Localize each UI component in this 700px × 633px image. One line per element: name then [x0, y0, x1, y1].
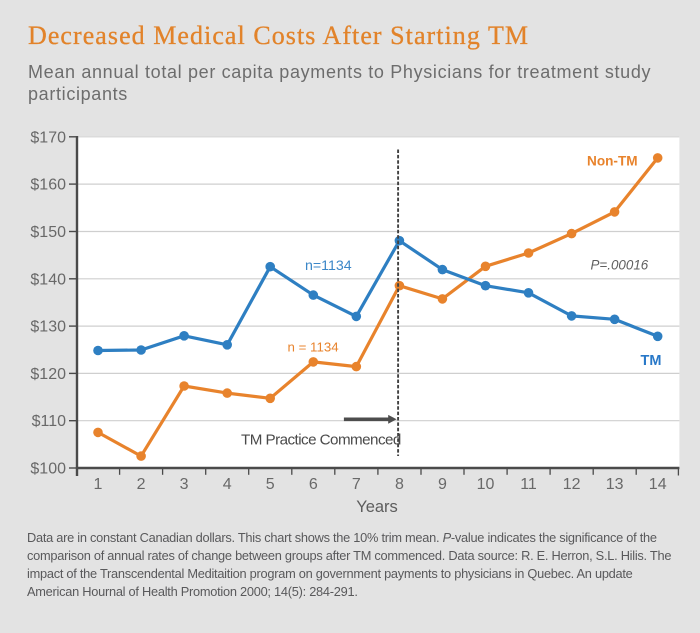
svg-text:9: 9 [438, 476, 447, 493]
svg-text:n=1134: n=1134 [305, 258, 352, 274]
svg-text:14: 14 [649, 476, 667, 493]
svg-text:Years: Years [356, 498, 398, 516]
svg-text:7: 7 [352, 476, 361, 493]
svg-text:4: 4 [223, 476, 232, 493]
svg-text:5: 5 [266, 476, 275, 493]
svg-text:8: 8 [395, 476, 404, 493]
svg-text:$100: $100 [30, 461, 66, 478]
svg-text:11: 11 [520, 476, 537, 493]
svg-text:2: 2 [137, 476, 146, 493]
svg-text:TM: TM [641, 353, 662, 369]
svg-text:10: 10 [477, 476, 495, 493]
svg-text:3: 3 [180, 476, 189, 493]
svg-text:$150: $150 [30, 224, 66, 241]
svg-text:$120: $120 [30, 366, 66, 383]
svg-text:P=.00016: P=.00016 [591, 258, 649, 273]
svg-text:n = 1134: n = 1134 [288, 340, 339, 355]
svg-text:Non-TM: Non-TM [587, 153, 638, 168]
svg-text:$160: $160 [30, 177, 66, 194]
svg-text:$140: $140 [30, 271, 66, 288]
svg-text:13: 13 [606, 476, 624, 493]
svg-text:$110: $110 [32, 413, 67, 430]
svg-text:TM Practice Commenced: TM Practice Commenced [241, 432, 401, 449]
svg-text:$170: $170 [30, 129, 66, 146]
svg-text:1: 1 [94, 476, 103, 493]
svg-text:12: 12 [563, 476, 581, 493]
svg-text:6: 6 [309, 476, 318, 493]
svg-text:$130: $130 [30, 319, 66, 336]
